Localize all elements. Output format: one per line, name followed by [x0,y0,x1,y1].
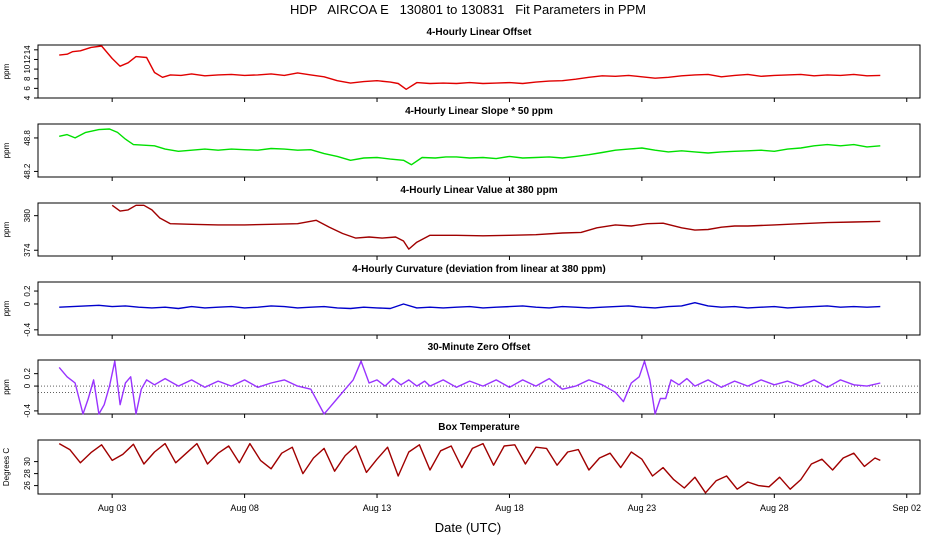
x-tick-label: Aug 28 [760,503,789,513]
panel-4: 4-Hourly Curvature (deviation from linea… [2,264,921,339]
y-axis-label: ppm [2,221,11,237]
series-line [111,204,881,250]
series-line [59,45,881,90]
y-tick-label: 0.2 [23,285,32,297]
x-tick-label: Aug 23 [628,503,657,513]
y-tick-label: 8 [23,76,32,81]
panel-5: 30-Minute Zero Offset ppm -0.4 0 0.2 [2,342,921,418]
y-tick-label: 0.2 [23,368,32,380]
y-tick-label: 48.8 [23,130,32,146]
y-tick-label: 4 [23,95,32,100]
y-axis-label: ppm [2,300,11,316]
y-tick-label: 48.2 [23,163,32,179]
y-axis-label: Degrees C [2,448,11,486]
plot-frame [37,359,921,415]
y-tick-label: 30 [23,457,32,466]
x-tick-label: Aug 13 [363,503,392,513]
y-tick-label: -0.4 [23,403,32,417]
y-tick-label: -0.4 [23,322,32,336]
panel-title: 30-Minute Zero Offset [428,342,531,353]
y-tick-label: 28 [23,469,32,478]
x-axis-label: Date (UTC) [434,520,502,535]
series-line [58,360,881,415]
panel-title: 4-Hourly Linear Offset [426,27,532,38]
y-tick-label: 0 [23,301,32,306]
plot-frame [37,281,921,336]
x-tick-label: Aug 18 [495,503,524,513]
panel-3: 4-Hourly Linear Value at 380 ppm ppm 374 38… [2,185,921,260]
y-tick-label: 10 [23,64,32,73]
x-tick-label: Aug 03 [98,503,127,513]
plot-frame [37,123,921,178]
panel-title: Box Temperature [438,422,520,433]
panel-6: Box Temperature Degrees C 26 28 30 Aug 03 Aug … [2,422,921,513]
series-line [59,302,881,310]
y-tick-label: 380 [23,208,32,222]
y-axis-label: ppm [2,379,11,395]
x-tick-label: Aug 08 [230,503,259,513]
y-tick-label: 14 [23,45,32,54]
y-axis-label: ppm [2,142,11,158]
panel-2: 4-Hourly Linear Slope * 50 ppm ppm 48.2 48.… [2,106,921,181]
plot-frame [37,44,921,99]
plot-frame [37,202,921,257]
y-tick-label: 12 [23,54,32,63]
y-axis-label: ppm [2,63,11,79]
main-title: HDP AIRCOA E 130801 to 130831 Fit Parame… [290,2,646,17]
series-line [58,442,881,494]
y-tick-label: 374 [23,243,32,257]
panel-title: 4-Hourly Linear Slope * 50 ppm [405,106,553,117]
panel-title: 4-Hourly Linear Value at 380 ppm [400,185,557,196]
y-tick-label: 6 [23,86,32,91]
series-line [59,128,881,166]
panel-title: 4-Hourly Curvature (deviation from linea… [352,264,605,275]
y-tick-label: 0 [23,383,32,388]
y-tick-label: 26 [23,481,32,490]
plot-frame [37,439,921,495]
x-tick-label: Sep 02 [892,503,921,513]
